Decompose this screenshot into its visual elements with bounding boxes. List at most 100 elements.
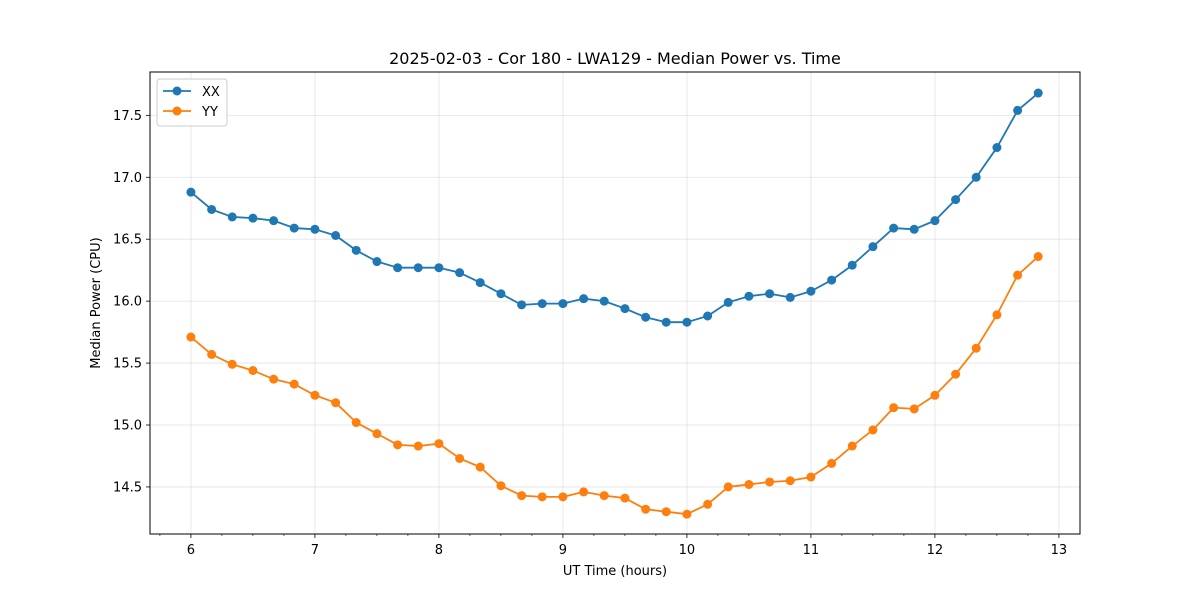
series-xx-point (930, 216, 940, 226)
series-xx-point (310, 224, 320, 234)
series-xx-point (331, 230, 341, 240)
y-tick-label: 16.5 (113, 233, 142, 248)
series-xx-point (455, 268, 465, 278)
series-xx-point (537, 299, 547, 309)
series-xx-point (723, 297, 733, 307)
series-yy-point (682, 509, 692, 519)
plot-frame (149, 71, 1081, 535)
series-xx-point (186, 187, 196, 197)
series-yy-point (889, 403, 899, 413)
gridlines (150, 72, 1080, 534)
series-yy-point (186, 332, 196, 342)
series-xx-point (744, 291, 754, 301)
y-tick-label: 14.5 (113, 480, 142, 495)
legend-yy-marker (172, 106, 182, 116)
series-xx-point (682, 317, 692, 327)
series-xx-point (661, 317, 671, 327)
series-yy-point (393, 440, 403, 450)
y-tick-label: 17.5 (113, 109, 142, 124)
series-xx-point (372, 257, 382, 267)
series-yy-point (744, 479, 754, 489)
series-xx-point (248, 213, 258, 223)
x-tick-label: 6 (187, 543, 195, 558)
x-tick-label: 8 (435, 543, 443, 558)
series-xx-point (413, 263, 423, 273)
chart-title: 2025-02-03 - Cor 180 - LWA129 - Median P… (389, 49, 841, 68)
series-yy-point (537, 492, 547, 502)
series-yy-point (992, 310, 1002, 320)
y-tick-label: 15.0 (113, 419, 142, 434)
x-tick-label: 7 (311, 543, 319, 558)
y-tick-label: 15.5 (113, 357, 142, 372)
y-tick-label: 17.0 (113, 171, 142, 186)
y-axis-label: Median Power (CPU) (89, 237, 104, 368)
series-yy-point (351, 418, 361, 428)
series-xx-point (227, 212, 237, 222)
series-xx-point (207, 204, 217, 214)
x-tick-label: 12 (927, 543, 944, 558)
series-xx-point (971, 172, 981, 182)
series-yy-point (517, 491, 527, 501)
series-layer (186, 88, 1043, 519)
series-xx-point (827, 275, 837, 285)
series-yy-point (641, 504, 651, 514)
series-yy-point (868, 425, 878, 435)
series-yy-point (496, 481, 506, 491)
series-yy-point (558, 492, 568, 502)
legend: XX YY (156, 78, 228, 127)
series-xx-point (579, 294, 589, 304)
series-yy-point (310, 390, 320, 400)
legend-yy-label: YY (201, 105, 218, 120)
series-xx-point (703, 311, 713, 321)
series-xx-point (1013, 105, 1023, 115)
series-xx-point (1033, 88, 1043, 98)
series-xx-point (806, 286, 816, 296)
series-yy-point (765, 477, 775, 487)
series-xx-point (889, 223, 899, 233)
legend-xx-marker (172, 86, 182, 96)
series-xx-point (992, 143, 1002, 153)
series-xx-point (351, 245, 361, 255)
x-tick-label: 9 (559, 543, 567, 558)
axis-ticks: 6 7 8 9 10 11 12 13 14.5 15.0 15.5 16.0 16.5 17.0 17.5 (113, 109, 1067, 558)
series-xx-point (517, 300, 527, 310)
series-yy-point (1033, 252, 1043, 262)
series-yy-point (951, 369, 961, 379)
series-xx-point (434, 263, 444, 273)
series-yy-point (620, 493, 630, 503)
series-yy-point (413, 441, 423, 451)
series-xx-point (641, 312, 651, 322)
series-yy-point (847, 441, 857, 451)
series-yy-point (227, 359, 237, 369)
series-yy-point (248, 366, 258, 376)
series-xx-point (620, 304, 630, 314)
series-xx-point (558, 299, 568, 309)
series-xx-point (868, 242, 878, 252)
series-xx-point (393, 263, 403, 273)
series-yy-point (971, 343, 981, 353)
legend-xx-label: XX (202, 85, 220, 100)
x-tick-label: 13 (1051, 543, 1068, 558)
x-tick-label: 11 (803, 543, 820, 558)
series-yy-point (455, 453, 465, 463)
series-xx-point (785, 292, 795, 302)
series-yy-point (207, 349, 217, 359)
series-xx-point (475, 278, 485, 288)
series-yy-point (372, 429, 382, 439)
series-yy-point (1013, 270, 1023, 280)
series-yy-point (269, 374, 279, 384)
series-yy-point (930, 390, 940, 400)
series-yy-point (703, 499, 713, 509)
series-xx-point (289, 223, 299, 233)
series-xx-point (909, 224, 919, 234)
series-xx-point (951, 195, 961, 205)
series-yy-point (579, 487, 589, 497)
series-xx-point (269, 216, 279, 226)
series-yy-point (661, 507, 671, 517)
series-yy-point (434, 439, 444, 449)
series-xx-point (599, 296, 609, 306)
series-yy-point (599, 491, 609, 501)
series-yy-point (331, 398, 341, 408)
series-yy-point (909, 404, 919, 414)
